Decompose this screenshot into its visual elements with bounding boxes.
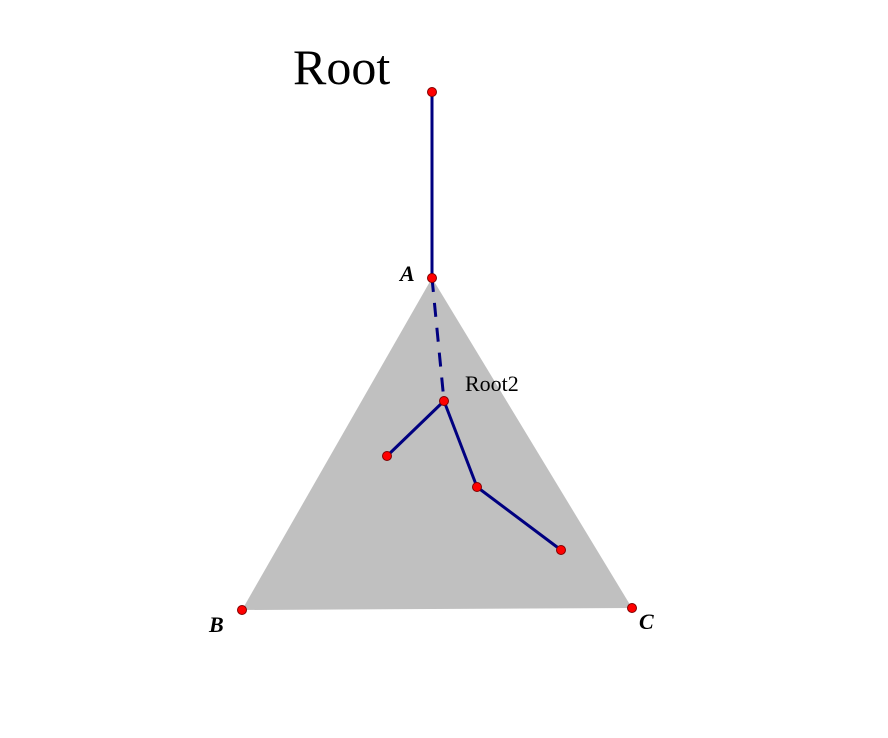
point-b[interactable] — [237, 605, 247, 615]
triangle-abc — [242, 278, 632, 610]
edge-root2-to-middle-node — [442, 400, 479, 488]
point-c[interactable] — [627, 603, 637, 613]
label-c: C — [639, 609, 654, 634]
label-b: B — [208, 612, 224, 637]
label-root2: Root2 — [465, 371, 519, 396]
edge-a-to-root2-dashed — [430, 277, 446, 402]
point-right-leaf[interactable] — [556, 545, 566, 555]
point-left-leaf[interactable] — [382, 451, 392, 461]
point-root2[interactable] — [439, 396, 449, 406]
edge-middle-node-to-right-leaf — [476, 485, 562, 552]
point-root[interactable] — [427, 87, 437, 97]
point-a[interactable] — [427, 273, 437, 283]
label-root: Root — [293, 39, 390, 95]
edge-root2-to-left-leaf — [385, 399, 446, 458]
point-middle-node[interactable] — [472, 482, 482, 492]
label-a: A — [398, 261, 415, 286]
